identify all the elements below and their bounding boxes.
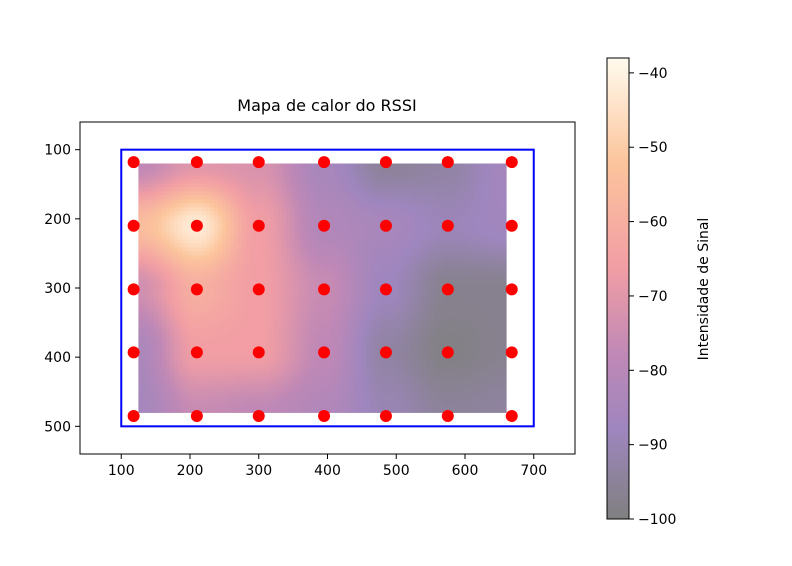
- measurement-point: [191, 220, 203, 232]
- measurement-point: [128, 283, 140, 295]
- measurement-point: [506, 156, 518, 168]
- measurement-point: [128, 410, 140, 422]
- x-tick-label: 400: [314, 463, 341, 479]
- colorbar-tick-label: −60: [638, 215, 668, 231]
- measurement-point: [253, 346, 265, 358]
- measurement-point: [380, 410, 392, 422]
- measurement-point: [442, 156, 454, 168]
- chart-title: Mapa de calor do RSSI: [237, 96, 416, 115]
- colorbar-gradient: [607, 58, 629, 519]
- colorbar-tick-label: −100: [638, 512, 676, 528]
- measurement-point: [253, 283, 265, 295]
- colorbar-tick-label: −90: [638, 438, 668, 454]
- measurement-point: [318, 220, 330, 232]
- measurement-point: [253, 220, 265, 232]
- measurement-point: [506, 410, 518, 422]
- measurement-point: [128, 346, 140, 358]
- colorbar-label: Intensidade de Sinal: [696, 218, 712, 361]
- measurement-point: [253, 410, 265, 422]
- y-tick-label: 500: [44, 419, 71, 435]
- x-tick-label: 200: [177, 463, 204, 479]
- measurement-point: [191, 156, 203, 168]
- measurement-point: [318, 283, 330, 295]
- measurement-point: [380, 220, 392, 232]
- measurement-point: [442, 283, 454, 295]
- measurement-point: [380, 283, 392, 295]
- y-tick-label: 400: [44, 350, 71, 366]
- y-tick-label: 200: [44, 212, 71, 228]
- x-tick-label: 500: [383, 463, 410, 479]
- measurement-point: [442, 220, 454, 232]
- measurement-point: [506, 220, 518, 232]
- plot-area: [121, 150, 534, 427]
- measurement-point: [380, 156, 392, 168]
- measurement-point: [128, 156, 140, 168]
- measurement-point: [318, 410, 330, 422]
- x-tick-label: 100: [108, 463, 135, 479]
- measurement-point: [191, 283, 203, 295]
- colorbar-tick-label: −50: [638, 140, 668, 156]
- measurement-point: [442, 346, 454, 358]
- measurement-point: [506, 346, 518, 358]
- x-tick-label: 600: [452, 463, 479, 479]
- colorbar: −40 −50 −60 −70 −80 −90 −100: [607, 58, 676, 528]
- measurement-point: [318, 346, 330, 358]
- measurement-point: [191, 410, 203, 422]
- measurement-point: [506, 283, 518, 295]
- colorbar-tick-label: −80: [638, 363, 668, 379]
- measurement-point: [253, 156, 265, 168]
- colorbar-tick-label: −40: [638, 66, 668, 82]
- x-tick-label: 700: [520, 463, 547, 479]
- measurement-point: [191, 346, 203, 358]
- measurement-point: [380, 346, 392, 358]
- y-tick-label: 300: [44, 281, 71, 297]
- colorbar-tick-label: −70: [638, 289, 668, 305]
- measurement-point: [442, 410, 454, 422]
- measurement-point: [128, 220, 140, 232]
- y-tick-label: 100: [44, 143, 71, 159]
- measurement-point: [318, 156, 330, 168]
- x-tick-label: 300: [245, 463, 272, 479]
